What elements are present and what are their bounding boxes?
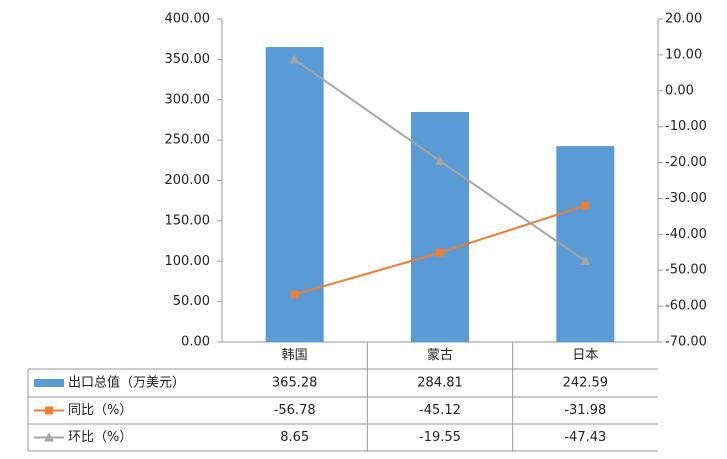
table-value: 242.59 bbox=[563, 376, 609, 391]
table-value: 284.81 bbox=[417, 376, 463, 391]
y2-tick-label: -40.00 bbox=[665, 227, 707, 242]
y-tick-label: 100.00 bbox=[165, 254, 211, 269]
y2-tick-label: 10.00 bbox=[665, 47, 702, 62]
y2-tick-label: -30.00 bbox=[665, 191, 707, 206]
table-value: -45.12 bbox=[419, 403, 461, 418]
y2-tick-label: 20.00 bbox=[665, 12, 702, 27]
table-value: 365.28 bbox=[272, 376, 318, 391]
legend-label: 同比（%） bbox=[68, 403, 132, 418]
table-value: -31.98 bbox=[564, 403, 606, 418]
legend-marker bbox=[45, 406, 53, 415]
table-value: 8.65 bbox=[280, 430, 309, 445]
category-label: 日本 bbox=[572, 348, 598, 363]
legend-marker bbox=[44, 432, 54, 442]
category-label: 韩国 bbox=[282, 348, 308, 363]
legend-label: 环比（%） bbox=[68, 430, 132, 445]
y2-tick-label: -60.00 bbox=[665, 299, 707, 314]
bar bbox=[556, 146, 615, 342]
y-tick-label: 300.00 bbox=[165, 92, 211, 107]
marker bbox=[436, 248, 444, 257]
marker bbox=[581, 201, 590, 210]
y-tick-label: 400.00 bbox=[165, 12, 211, 27]
legend-label: 出口总值（万美元） bbox=[68, 375, 185, 391]
y-tick-label: 0.00 bbox=[181, 335, 210, 350]
marker bbox=[435, 155, 445, 165]
y-tick-label: 150.00 bbox=[165, 213, 211, 228]
marker bbox=[580, 255, 591, 265]
y-tick-label: 350.00 bbox=[165, 52, 211, 67]
y-tick-label: 200.00 bbox=[165, 173, 211, 188]
y2-tick-label: -20.00 bbox=[665, 155, 707, 170]
y2-tick-label: -50.00 bbox=[665, 263, 707, 278]
y2-tick-label: -70.00 bbox=[665, 335, 707, 350]
category-label: 蒙古 bbox=[427, 348, 453, 363]
table-value: -47.43 bbox=[564, 430, 606, 445]
y-tick-label: 50.00 bbox=[173, 294, 210, 309]
y2-tick-label: -10.00 bbox=[665, 119, 707, 134]
table-value: -19.55 bbox=[419, 430, 461, 445]
legend-swatch bbox=[34, 379, 64, 387]
marker bbox=[290, 290, 299, 299]
table-value: -56.78 bbox=[274, 403, 316, 418]
bar bbox=[411, 112, 469, 342]
marker bbox=[289, 54, 300, 64]
y2-tick-label: 0.00 bbox=[665, 83, 694, 98]
y-tick-label: 250.00 bbox=[165, 133, 211, 148]
